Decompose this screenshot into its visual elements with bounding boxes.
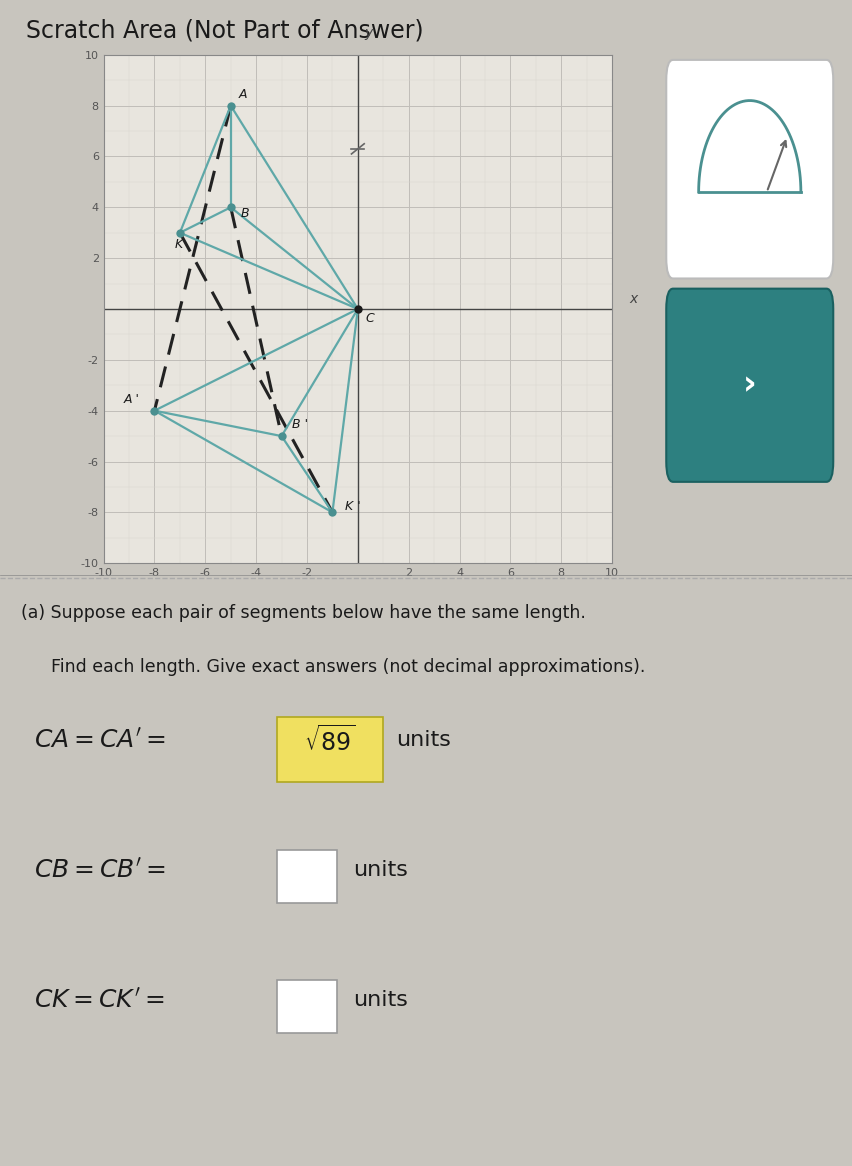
Text: y: y — [364, 26, 372, 40]
Text: x: x — [630, 292, 638, 305]
Text: units: units — [354, 990, 408, 1011]
Text: $CB = CB' =$: $CB = CB' =$ — [34, 858, 166, 883]
Text: K ': K ' — [345, 500, 360, 513]
Text: $\sqrt{89}$: $\sqrt{89}$ — [304, 725, 356, 756]
Text: Scratch Area (Not Part of Answer): Scratch Area (Not Part of Answer) — [26, 19, 423, 42]
Text: $CA = CA' =$: $CA = CA' =$ — [34, 729, 166, 752]
FancyBboxPatch shape — [277, 850, 337, 902]
Text: C: C — [366, 311, 374, 324]
Text: units: units — [396, 730, 451, 751]
FancyBboxPatch shape — [277, 979, 337, 1033]
Text: B: B — [241, 208, 250, 220]
Text: Find each length. Give exact answers (not decimal approximations).: Find each length. Give exact answers (no… — [51, 658, 646, 675]
Text: A ': A ' — [124, 393, 140, 406]
FancyBboxPatch shape — [666, 59, 833, 279]
Text: (a) Suppose each pair of segments below have the same length.: (a) Suppose each pair of segments below … — [21, 604, 586, 623]
FancyBboxPatch shape — [277, 717, 383, 781]
Text: units: units — [354, 861, 408, 880]
Text: B ': B ' — [291, 419, 308, 431]
Text: A: A — [239, 87, 247, 101]
FancyBboxPatch shape — [666, 289, 833, 482]
Text: K: K — [175, 238, 183, 251]
Text: $CK = CK' =$: $CK = CK' =$ — [34, 989, 164, 1012]
Text: ›: › — [743, 368, 757, 402]
